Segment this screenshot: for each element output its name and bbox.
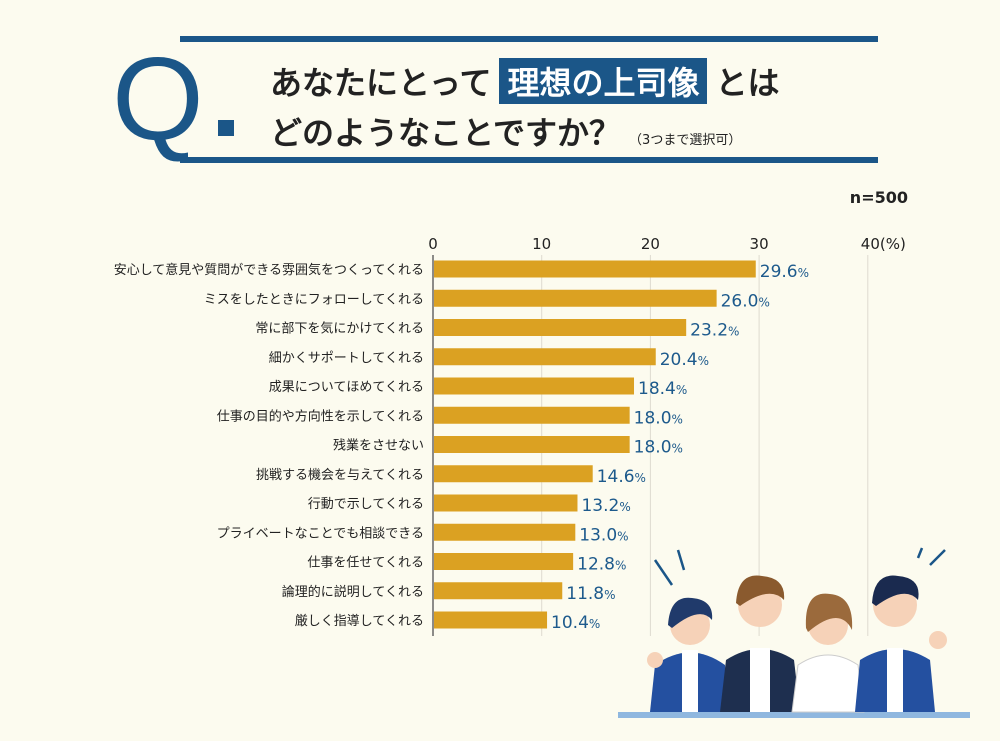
value-label: 29.6%: [760, 262, 809, 282]
value-label: 13.0%: [579, 525, 628, 545]
question-line-1: あなたにとって 理想の上司像 とは: [270, 58, 779, 104]
category-label: 仕事を任せてくれる: [307, 556, 424, 571]
bar: [434, 377, 635, 395]
person-2: [720, 575, 800, 712]
category-label: ミスをしたときにフォローしてくれる: [204, 292, 424, 307]
value-label: 18.0%: [634, 438, 683, 458]
value-label: 23.2%: [690, 321, 739, 341]
people-illustration: [618, 547, 970, 718]
sample-size: n=500: [849, 188, 908, 207]
top-rule: [180, 36, 878, 42]
value-label: 20.4%: [660, 350, 709, 370]
bar: [434, 465, 593, 483]
floor: [618, 712, 970, 718]
category-label: 挑戦する機会を与えてくれる: [256, 468, 424, 483]
question-highlight: 理想の上司像: [499, 58, 708, 104]
q-dot: [218, 120, 234, 136]
bar: [434, 319, 687, 336]
category-label: 論理的に説明してくれる: [282, 584, 424, 600]
category-label: プライベートなことでも相談できる: [217, 525, 424, 541]
x-tick-label: 10: [532, 235, 551, 253]
category-label: 細かくサポートしてくれる: [269, 351, 424, 366]
question-line-2: どのようなことですか？ （3つまで選択可）: [270, 108, 741, 154]
q-mark: Q: [112, 33, 204, 165]
person-3: [791, 593, 865, 713]
person-1: [647, 597, 730, 712]
value-label: 10.4%: [551, 613, 600, 633]
bottom-rule: [180, 157, 878, 163]
bar: [434, 611, 548, 629]
value-label: 18.0%: [634, 408, 683, 428]
x-tick-label: 20: [641, 235, 660, 253]
question-line-2-text: どのようなことですか？: [270, 114, 622, 152]
bar: [434, 260, 756, 278]
bar: [434, 289, 717, 307]
bar: [434, 582, 563, 600]
x-tick-label: 30: [750, 235, 769, 253]
value-label: 13.2%: [581, 496, 630, 516]
value-label: 11.8%: [566, 584, 615, 604]
person-4: [855, 575, 947, 712]
bar: [434, 494, 578, 512]
bar: [434, 436, 630, 453]
question-pre: あなたにとって: [270, 64, 492, 102]
category-label: 残業をさせない: [333, 438, 424, 454]
bar: [434, 553, 574, 570]
category-label: 安心して意見や質問ができる雰囲気をつくってくれる: [114, 262, 424, 278]
question-note: （3つまで選択可）: [629, 133, 742, 148]
bar: [434, 406, 630, 424]
bar: [434, 523, 576, 541]
value-label: 18.4%: [638, 379, 687, 399]
excitement-lines-icon: [653, 547, 946, 586]
value-label: 12.8%: [577, 555, 626, 575]
x-tick-label: 0: [428, 235, 438, 253]
question-post: とは: [715, 64, 780, 102]
bar: [434, 348, 656, 366]
x-tick-label: 40(%): [861, 235, 906, 253]
value-label: 26.0%: [721, 291, 770, 311]
category-label: 厳しく指導してくれる: [295, 614, 424, 629]
category-label: 仕事の目的や方向性を示してくれる: [217, 408, 424, 424]
category-label: 行動で示してくれる: [308, 497, 424, 512]
category-label: 常に部下を気にかけてくれる: [255, 321, 424, 337]
category-label: 成果についてほめてくれる: [269, 380, 424, 395]
value-label: 14.6%: [597, 467, 646, 487]
